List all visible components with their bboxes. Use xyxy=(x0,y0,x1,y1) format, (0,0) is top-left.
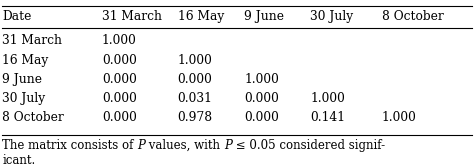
Text: 1.000: 1.000 xyxy=(178,54,213,67)
Text: 0.141: 0.141 xyxy=(310,111,346,124)
Text: 1.000: 1.000 xyxy=(310,92,346,105)
Text: 31 March: 31 March xyxy=(102,10,162,23)
Text: 0.000: 0.000 xyxy=(102,92,137,105)
Text: 0.000: 0.000 xyxy=(178,73,213,86)
Text: 9 June: 9 June xyxy=(2,73,42,86)
Text: 0.000: 0.000 xyxy=(102,54,137,67)
Text: 0.000: 0.000 xyxy=(102,73,137,86)
Text: 16 May: 16 May xyxy=(178,10,224,23)
Text: ≤ 0.05 considered signif-: ≤ 0.05 considered signif- xyxy=(232,139,385,152)
Text: 1.000: 1.000 xyxy=(244,73,279,86)
Text: 0.978: 0.978 xyxy=(178,111,213,124)
Text: P: P xyxy=(224,139,232,152)
Text: 30 July: 30 July xyxy=(2,92,46,105)
Text: 8 October: 8 October xyxy=(2,111,64,124)
Text: 9 June: 9 June xyxy=(244,10,284,23)
Text: 0.000: 0.000 xyxy=(244,111,279,124)
Text: 1.000: 1.000 xyxy=(382,111,417,124)
Text: values, with: values, with xyxy=(146,139,224,152)
Text: 0.031: 0.031 xyxy=(178,92,213,105)
Text: 30 July: 30 July xyxy=(310,10,354,23)
Text: P: P xyxy=(137,139,146,152)
Text: 0.000: 0.000 xyxy=(244,92,279,105)
Text: 0.000: 0.000 xyxy=(102,111,137,124)
Text: The matrix consists of: The matrix consists of xyxy=(2,139,137,152)
Text: 31 March: 31 March xyxy=(2,34,63,47)
Text: 1.000: 1.000 xyxy=(102,34,137,47)
Text: 16 May: 16 May xyxy=(2,54,49,67)
Text: icant.: icant. xyxy=(2,154,36,167)
Text: 8 October: 8 October xyxy=(382,10,443,23)
Text: Date: Date xyxy=(2,10,32,23)
